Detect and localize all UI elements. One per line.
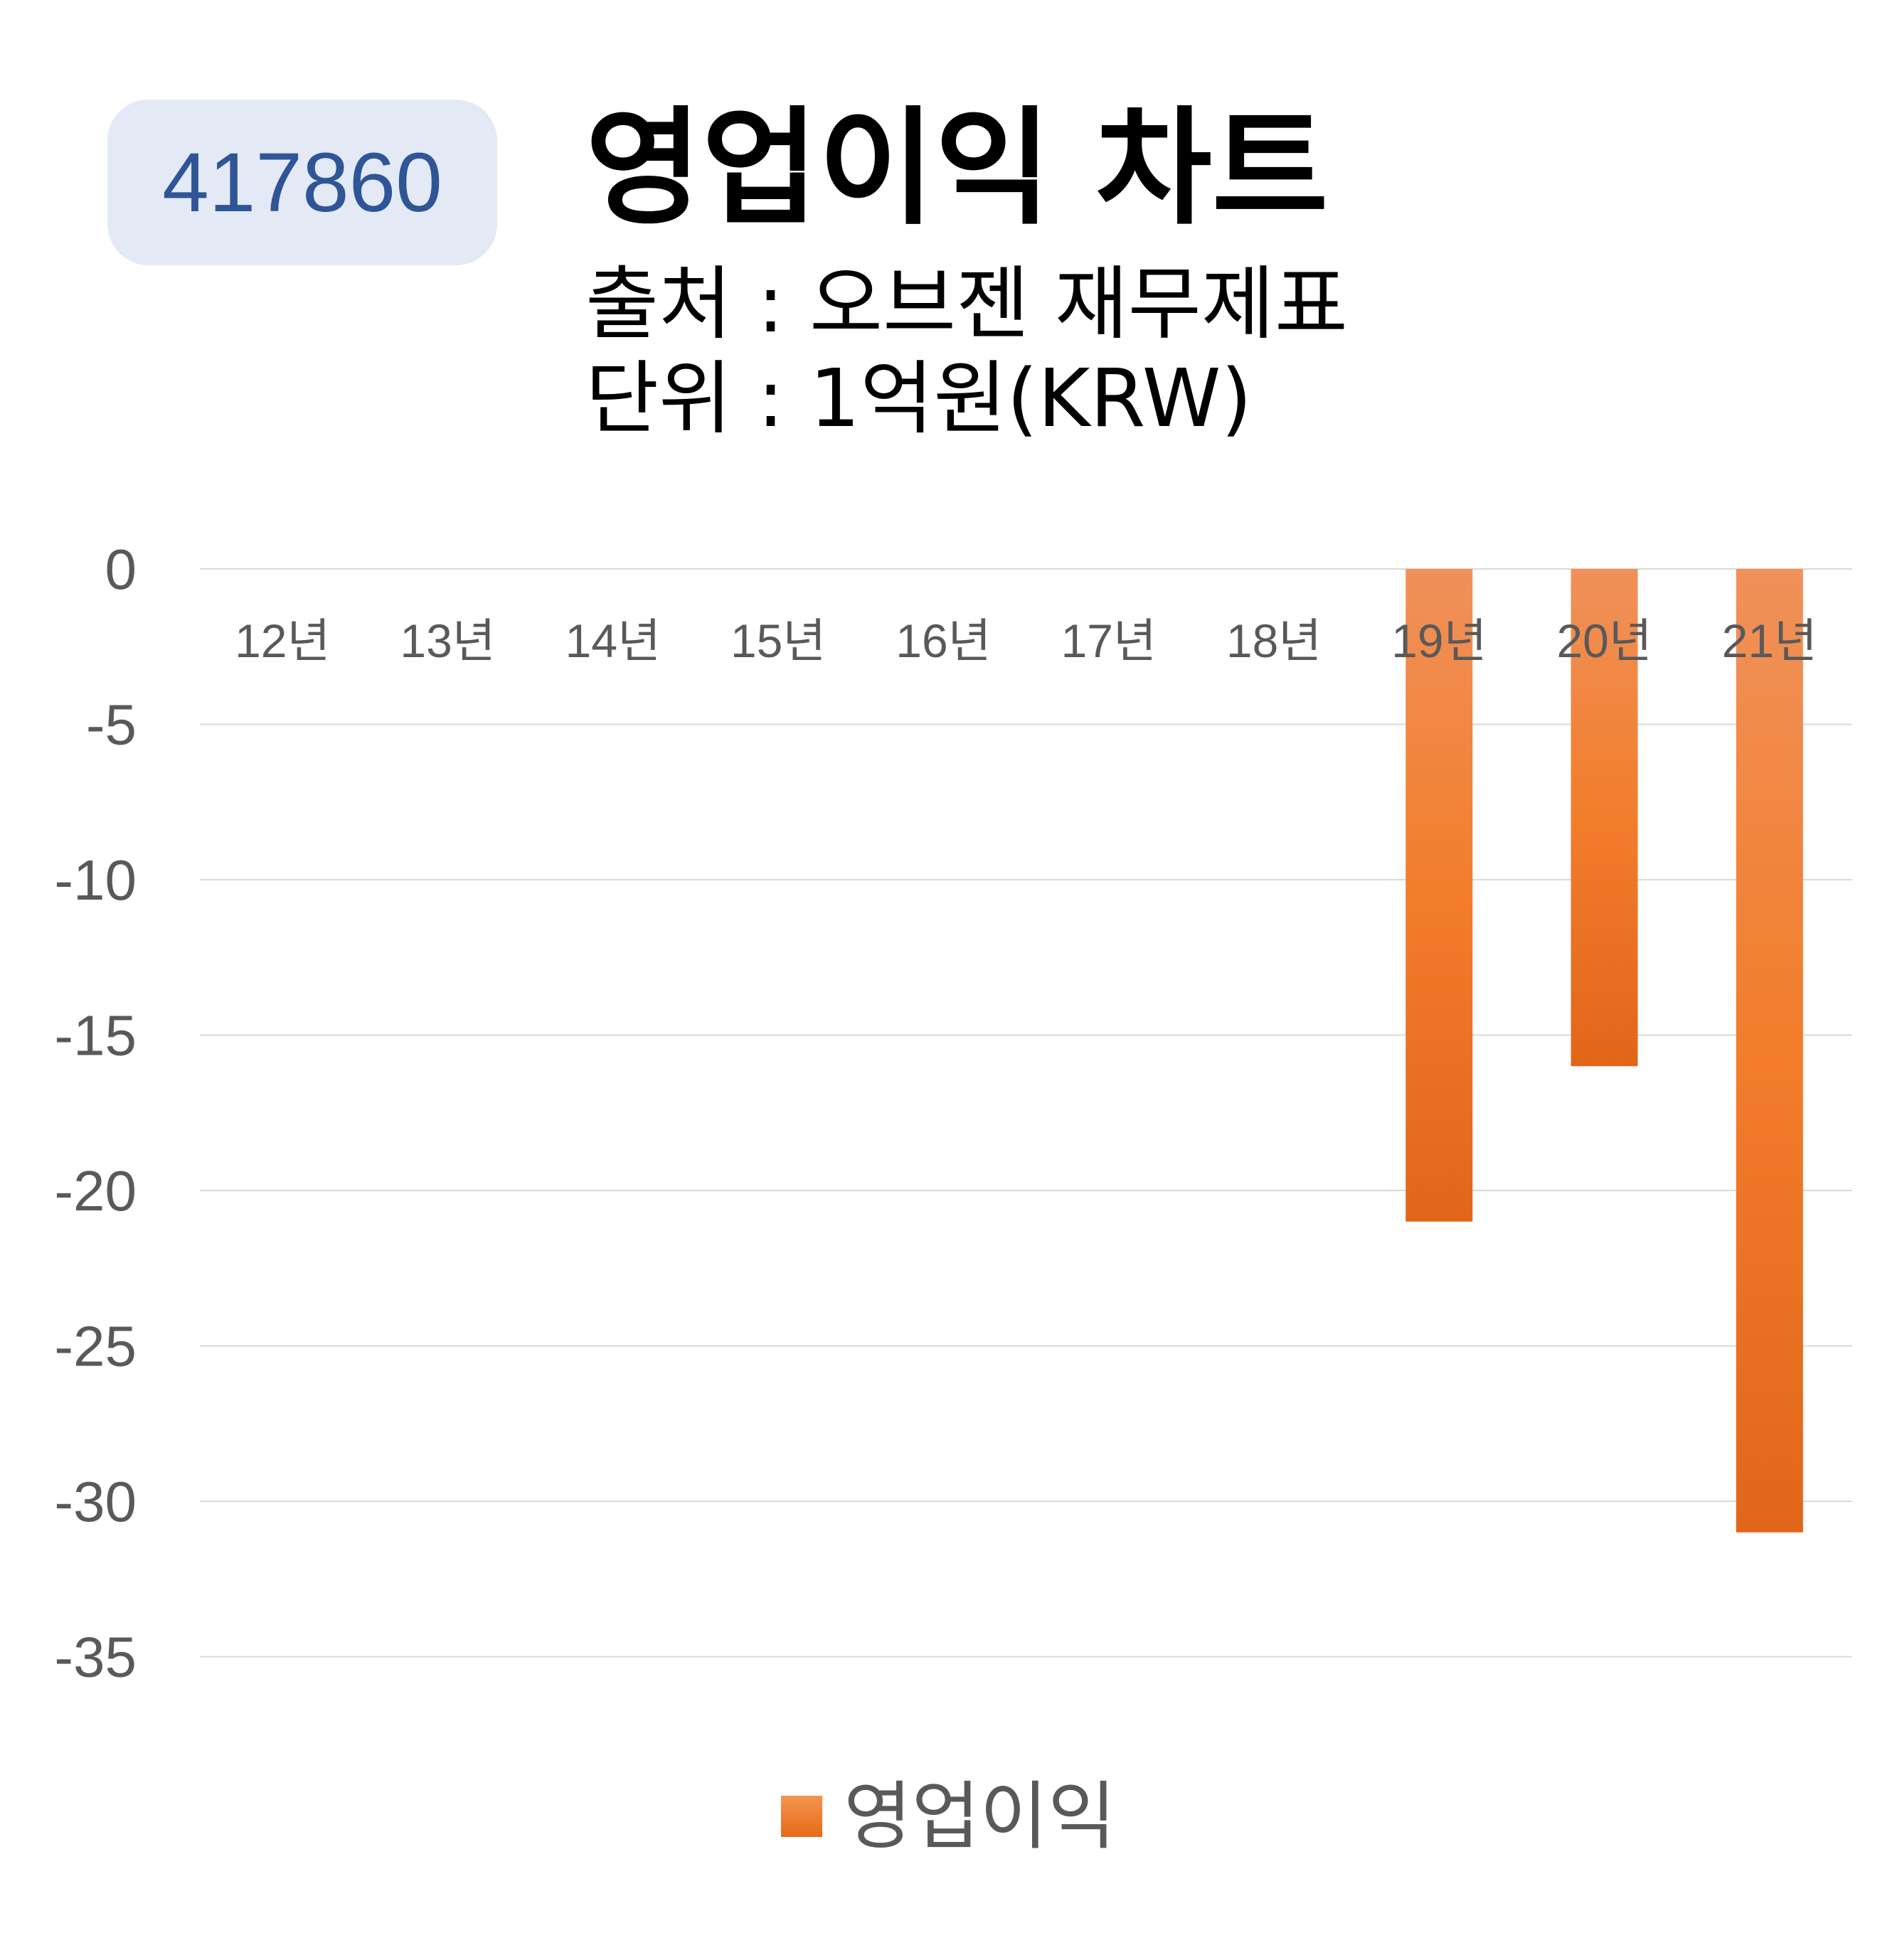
- y-tick-label: -5: [86, 693, 137, 757]
- y-tick-label: -20: [54, 1159, 137, 1223]
- x-tick-label: 16년: [896, 614, 991, 667]
- x-tick-label: 19년: [1391, 614, 1487, 667]
- x-tick-label: 14년: [565, 614, 661, 667]
- stock-code-badge: 417860: [107, 100, 497, 265]
- bar-19년: [1406, 569, 1473, 1222]
- x-tick-label: 18년: [1226, 614, 1322, 667]
- bar-21년: [1736, 569, 1803, 1533]
- bar-20년: [1571, 569, 1638, 1067]
- x-tick-label: 21년: [1722, 614, 1817, 667]
- y-tick-label: -15: [54, 1004, 137, 1067]
- stock-code: 417860: [162, 135, 442, 230]
- x-tick-label: 13년: [400, 614, 495, 667]
- y-tick-label: -25: [54, 1315, 137, 1378]
- x-tick-label: 17년: [1061, 614, 1157, 667]
- x-tick-label: 15년: [730, 614, 826, 667]
- y-tick-label: -30: [54, 1470, 137, 1533]
- y-tick-label: -35: [54, 1626, 137, 1689]
- y-tick-label: -10: [54, 848, 137, 912]
- legend-swatch: [781, 1796, 823, 1837]
- x-tick-label: 12년: [235, 614, 330, 667]
- chart-title: 영업이익 차트: [585, 95, 1329, 242]
- source-text: 출처 : 오브젠 재무제표: [585, 258, 1348, 351]
- y-tick-label: 0: [105, 538, 137, 601]
- legend: 영업이익: [0, 1779, 1897, 1853]
- legend-label: 영업이익: [844, 1773, 1116, 1860]
- x-tick-label: 20년: [1556, 614, 1652, 667]
- unit-text: 단위 : 1억원(KRW): [585, 353, 1253, 445]
